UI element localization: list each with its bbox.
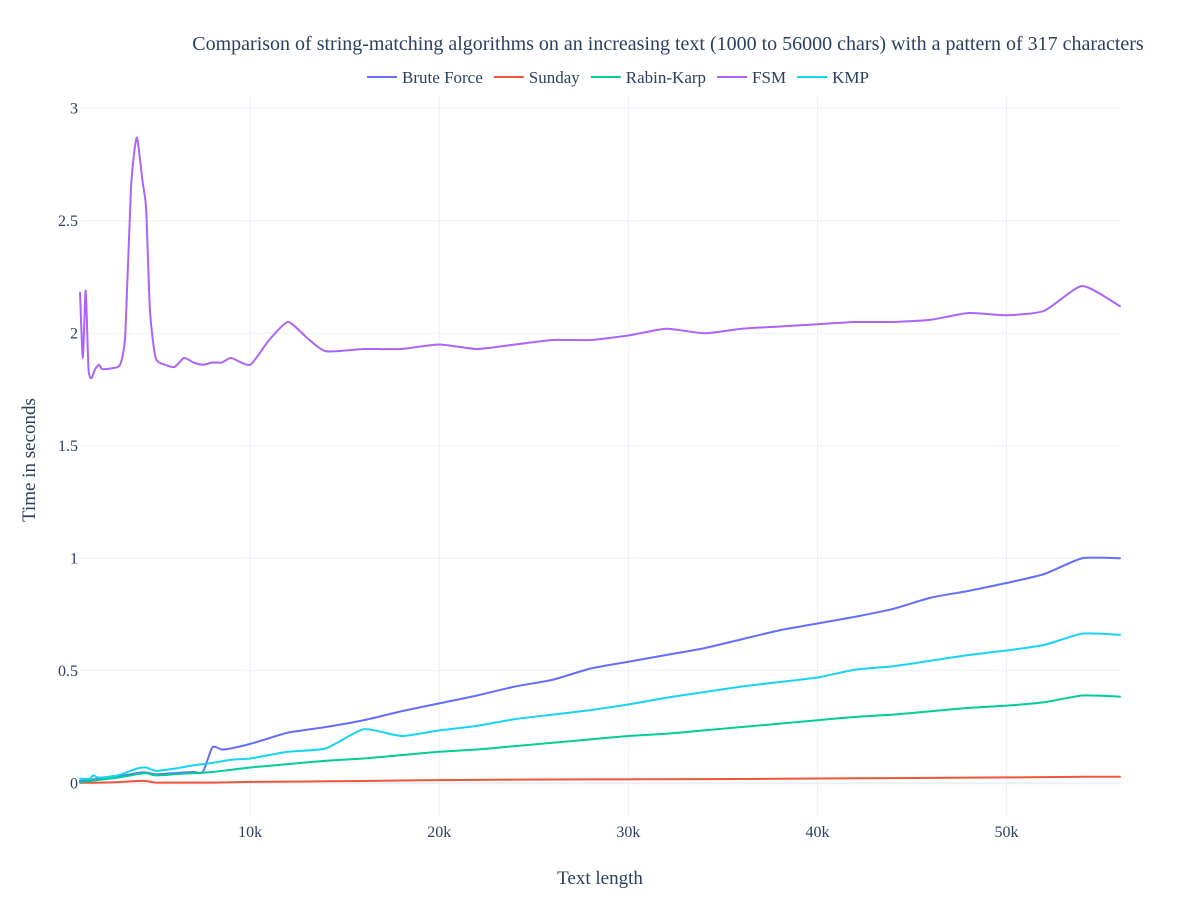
series-line-rabin-karp: [79, 694, 1121, 784]
series-line-fsm: [79, 136, 1121, 380]
legend-item-sunday[interactable]: Sunday: [493, 68, 581, 87]
x-tick-label: 50k: [995, 824, 1019, 841]
y-tick-label: 2.5: [58, 213, 78, 230]
chart-title: Comparison of string-matching algorithms…: [192, 33, 1144, 55]
x-tick-label: 30k: [616, 824, 640, 841]
x-tick-label: 10k: [238, 824, 262, 841]
legend-label: KMP: [832, 68, 869, 87]
y-axis-ticks: 0 0.5 1 1.5 2 2.5 3: [58, 100, 78, 792]
legend-item-fsm[interactable]: FSM: [717, 68, 786, 87]
x-axis-title: Text length: [557, 868, 643, 889]
y-tick-label: 2: [70, 325, 78, 342]
legend-label: Sunday: [529, 68, 581, 87]
y-tick-label: 3: [70, 100, 78, 117]
x-tick-label: 40k: [805, 824, 829, 841]
series-line-kmp: [79, 632, 1121, 780]
series-line-brute-force: [79, 556, 1121, 782]
legend-label: Rabin-Karp: [626, 68, 706, 87]
series-lines: [79, 136, 1121, 784]
x-tick-label: 20k: [427, 824, 451, 841]
series-line-sunday: [79, 775, 1121, 784]
y-tick-label: 1: [70, 550, 78, 567]
y-axis-title: Time in seconds: [19, 398, 40, 522]
y-tick-label: 0: [70, 775, 78, 792]
y-tick-label: 1.5: [58, 438, 78, 455]
grid: [80, 97, 1120, 817]
y-tick-label: 0.5: [58, 663, 78, 680]
legend-item-brute-force[interactable]: Brute Force: [367, 68, 483, 87]
legend-item-kmp[interactable]: KMP: [797, 68, 869, 87]
legend[interactable]: Brute Force Sunday Rabin-Karp FSM KMP: [367, 68, 869, 87]
legend-item-rabin-karp[interactable]: Rabin-Karp: [590, 68, 706, 87]
legend-label: FSM: [752, 68, 786, 87]
legend-label: Brute Force: [402, 68, 483, 87]
x-axis-ticks: 10k 20k 30k 40k 50k: [238, 824, 1018, 841]
